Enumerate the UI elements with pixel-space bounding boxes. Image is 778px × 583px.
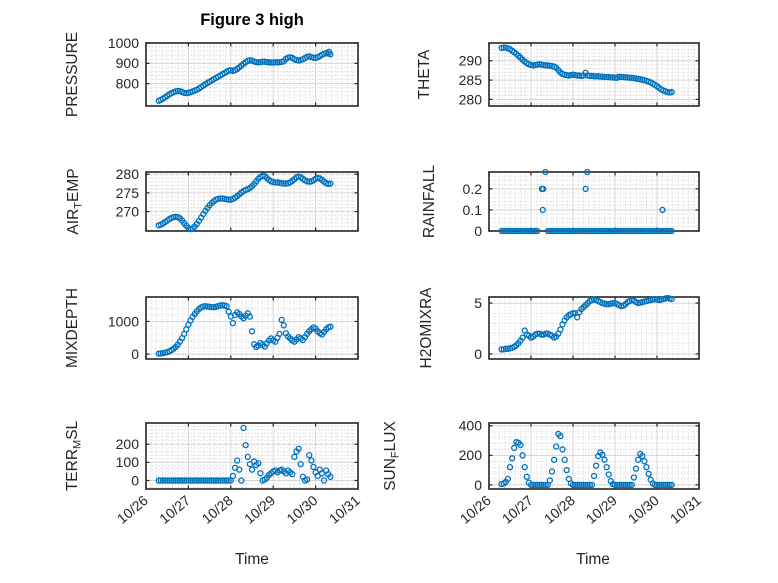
subplot-pressure: 800 900 1000 PRESSURE xyxy=(64,32,359,117)
y-tick-label: 400 xyxy=(459,418,483,434)
y-tick-label: 280 xyxy=(459,91,483,107)
y-axis-label: SUNFLUX xyxy=(382,421,402,491)
y-tick-label: 1000 xyxy=(108,35,139,51)
axes-box xyxy=(488,296,700,360)
y-tick-label: 0 xyxy=(474,346,482,362)
y-axis-label: THETA xyxy=(416,49,433,99)
x-tick-label: 10/31 xyxy=(667,492,704,527)
data-markers xyxy=(498,430,675,489)
axis-text: 800 900 1000 PRESSURE xyxy=(64,32,139,117)
x-tick-label: 10/31 xyxy=(326,492,363,527)
y-tick-label: 0.2 xyxy=(463,181,483,197)
y-axis-label: PRESSURE xyxy=(64,32,81,117)
x-tick-label: 10/29 xyxy=(241,492,278,527)
x-axis-label-left: Time xyxy=(235,551,269,568)
y-tick-label: 800 xyxy=(116,76,140,92)
major-grid xyxy=(489,297,699,359)
y-tick-label: 200 xyxy=(459,447,483,463)
subplot-h2omixra: 0 5 H2OMIXRA xyxy=(418,287,700,369)
subplot-theta: 280 285 290 THETA xyxy=(416,42,700,107)
y-tick-label: 900 xyxy=(116,55,140,71)
major-grid xyxy=(146,43,358,106)
minor-grid xyxy=(489,297,699,359)
y-axis-label: H2OMIXRA xyxy=(418,287,435,369)
data-markers xyxy=(155,302,334,357)
subplot-air-temp: 270 275 280 AIRTEMP xyxy=(65,166,359,235)
x-axis-label-right: Time xyxy=(576,551,610,568)
y-tick-label: 200 xyxy=(116,436,140,452)
figure-title: Figure 3 high xyxy=(200,11,304,29)
axes-box xyxy=(145,42,359,107)
y-tick-label: 100 xyxy=(116,454,140,470)
y-tick-label: 5 xyxy=(474,295,482,311)
y-tick-label: 280 xyxy=(116,166,140,182)
axes-box xyxy=(145,296,359,360)
x-tick-label: 10/27 xyxy=(156,492,193,527)
y-tick-label: 0 xyxy=(131,346,139,362)
data-markers xyxy=(498,294,675,353)
axis-text: 0 0.1 0.2 RAINFALL xyxy=(421,165,482,239)
subplot-mixdepth: 0 1000 MIXDEPTH xyxy=(64,288,359,368)
data-markers xyxy=(155,172,334,233)
y-axis-label: AIRTEMP xyxy=(65,168,85,234)
data-markers xyxy=(498,44,675,96)
y-tick-label: 0.1 xyxy=(463,202,483,218)
x-tick-label: 10/28 xyxy=(541,492,578,527)
y-tick-label: 0 xyxy=(474,477,482,493)
minor-grid xyxy=(489,43,699,106)
axes-box xyxy=(145,171,359,232)
x-tick-label: 10/27 xyxy=(499,492,536,527)
subplot-sun-flux: 0 200 400 SUNFLUX 10/26 10/27 10/28 10/29 10/30 1… xyxy=(382,418,704,527)
y-tick-label: 0 xyxy=(474,223,482,239)
axis-text: 0 1000 MIXDEPTH xyxy=(64,288,139,368)
minor-grid xyxy=(489,171,699,231)
x-tick-label: 10/26 xyxy=(457,492,494,527)
data-markers xyxy=(155,48,334,104)
data-markers xyxy=(498,168,675,235)
axis-text: 0 5 H2OMIXRA xyxy=(418,287,482,369)
x-tick-label: 10/26 xyxy=(114,492,151,527)
y-tick-label: 0 xyxy=(131,472,139,488)
minor-grid xyxy=(146,297,358,359)
axis-text: 270 275 280 AIRTEMP xyxy=(65,166,139,234)
y-tick-label: 275 xyxy=(116,185,140,201)
x-tick-label: 10/28 xyxy=(199,492,236,527)
data-markers xyxy=(155,424,334,484)
x-tick-label: 10/30 xyxy=(283,492,320,527)
y-axis-label: RAINFALL xyxy=(421,165,438,239)
y-axis-label: TERRMSL xyxy=(64,420,84,491)
y-tick-label: 290 xyxy=(459,53,483,69)
axes-box xyxy=(488,42,700,107)
x-tick-label: 10/29 xyxy=(583,492,620,527)
subplot-rainfall: 0 0.1 0.2 RAINFALL xyxy=(421,165,700,239)
y-tick-label: 270 xyxy=(116,203,140,219)
subplot-terr-msl: 0 100 200 TERRMSL 10/26 10/27 10/28 10/29 10/30 1… xyxy=(64,420,363,526)
y-tick-label: 285 xyxy=(459,72,483,88)
axis-text: 280 285 290 THETA xyxy=(416,49,482,107)
y-axis-label: MIXDEPTH xyxy=(64,288,81,368)
x-tick-label: 10/30 xyxy=(625,492,662,527)
y-tick-label: 1000 xyxy=(108,313,139,329)
axis-text: 0 200 400 SUNFLUX 10/26 10/27 10/28 10/29 10/30 1… xyxy=(382,418,704,527)
major-grid xyxy=(489,172,699,231)
axes-box xyxy=(145,422,359,490)
